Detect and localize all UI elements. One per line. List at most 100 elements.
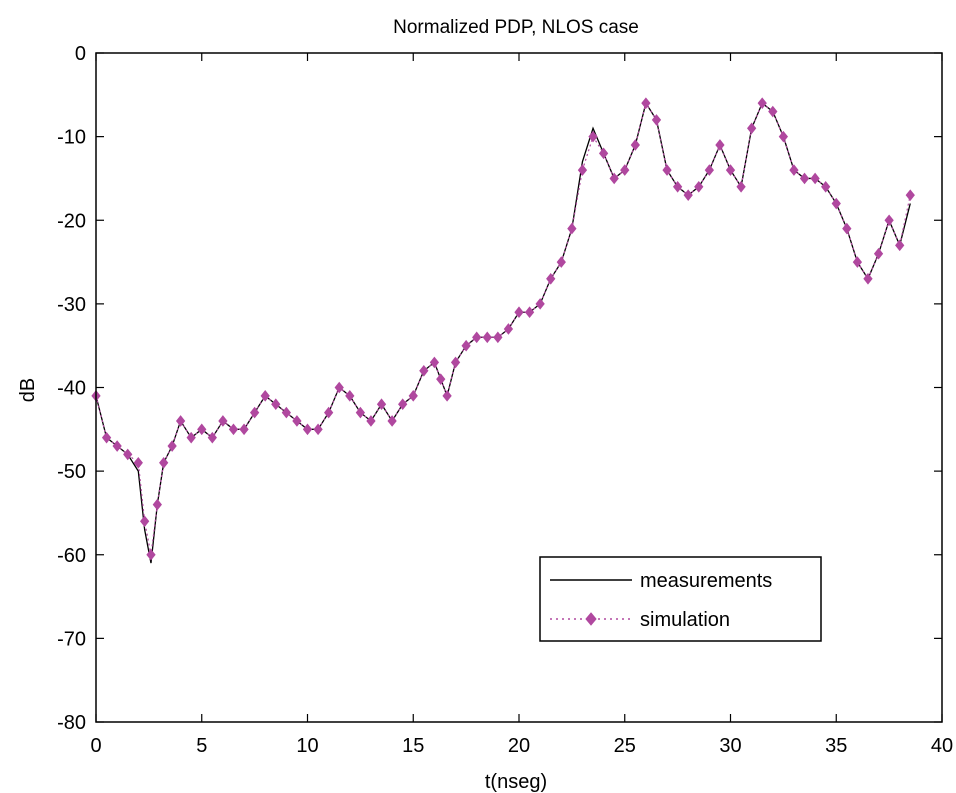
simulation-point: [387, 415, 397, 427]
y-tick-label: -70: [57, 628, 86, 650]
simulation-point: [249, 406, 260, 419]
simulation-point: [472, 331, 482, 344]
simulation-point: [281, 406, 291, 419]
simulation-point: [609, 172, 619, 185]
y-axis-label: dB: [17, 378, 39, 402]
simulation-point: [398, 398, 408, 411]
simulation-point: [567, 222, 577, 235]
simulation-point: [546, 272, 556, 285]
y-tick-label: -20: [57, 210, 86, 232]
simulation-point: [725, 164, 736, 176]
simulation-point: [152, 498, 162, 511]
x-tick-label: 15: [402, 735, 424, 757]
simulation-point: [662, 164, 672, 176]
chart-title: Normalized PDP, NLOS case: [393, 17, 639, 38]
simulation-point: [704, 164, 714, 176]
y-tick-label: -60: [57, 545, 86, 567]
simulation-point: [366, 415, 376, 427]
simulation-point: [450, 356, 461, 369]
simulation-point: [101, 431, 112, 444]
simulation-point: [598, 147, 609, 160]
y-tick-label: 0: [75, 43, 86, 65]
simulation-point: [292, 415, 302, 427]
x-tick-label: 10: [296, 735, 318, 757]
simulation-point: [821, 180, 831, 193]
simulation-point: [895, 239, 905, 252]
y-tick-label: -10: [57, 127, 86, 149]
simulation-point: [884, 214, 894, 227]
simulation-point: [672, 180, 683, 193]
simulation-point: [715, 139, 725, 151]
legend-measurements-label: measurements: [640, 570, 772, 592]
x-tick-label: 30: [719, 735, 741, 757]
simulation-point: [736, 180, 746, 193]
legend: measurements simulation: [539, 556, 822, 642]
simulation-point: [799, 172, 810, 185]
simulation-point: [757, 97, 767, 109]
x-tick-label: 40: [931, 735, 953, 757]
simulation-point: [620, 164, 630, 176]
simulation-point: [302, 423, 313, 436]
simulation-point: [239, 423, 249, 436]
simulation-point: [503, 323, 514, 335]
simulation-point: [376, 398, 387, 411]
simulation-point: [831, 197, 841, 210]
simulation-point: [588, 130, 598, 143]
simulation-point: [442, 390, 452, 402]
simulation-point: [747, 122, 757, 135]
simulation-point: [577, 164, 588, 176]
simulation-point: [905, 189, 915, 201]
legend-simulation-marker: [585, 612, 597, 626]
legend-box: [539, 556, 822, 642]
simulation-point: [334, 381, 344, 394]
plot-layer: [91, 97, 915, 564]
simulation-point: [112, 440, 122, 452]
simulation-point: [482, 331, 492, 344]
x-tick-label: 0: [90, 735, 101, 757]
simulation-point: [535, 298, 545, 310]
y-tick-label: -50: [57, 461, 86, 483]
y-tick-label: -80: [57, 712, 86, 734]
simulation-point: [133, 456, 143, 469]
simulation-point: [789, 164, 799, 176]
simulation-point: [313, 423, 323, 436]
simulation-point: [186, 431, 196, 444]
simulation-point: [493, 331, 503, 344]
simulation-point: [355, 406, 366, 419]
simulation-point: [683, 189, 693, 201]
simulation-point: [436, 373, 446, 385]
simulation-point: [863, 272, 873, 285]
simulation-point: [197, 423, 207, 436]
simulation-point: [419, 364, 429, 377]
simulation-point: [140, 515, 150, 528]
simulation-point: [651, 114, 662, 126]
simulation-point: [228, 423, 239, 436]
x-tick-label: 35: [825, 735, 847, 757]
simulation-point: [218, 415, 228, 427]
simulation-point: [324, 406, 334, 419]
simulation-point: [175, 415, 186, 427]
axes-layer: 0 5 10 15 20 25 30 35 40 0 -10 -20 -30 -40 -50 -60 -70 -8…: [57, 43, 953, 757]
simulation-point: [207, 431, 217, 444]
simulation-point: [159, 456, 169, 469]
simulation-point: [852, 256, 863, 268]
x-tick-label: 5: [196, 735, 207, 757]
simulation-point: [271, 398, 281, 411]
simulation-point: [778, 130, 789, 143]
x-axis-label: t(nseg): [485, 771, 547, 793]
simulation-point: [429, 356, 440, 369]
simulation-point: [768, 105, 778, 118]
simulation-point: [641, 97, 651, 109]
simulation-point: [694, 180, 704, 193]
x-tick-label: 20: [508, 735, 530, 757]
simulation-point: [630, 139, 640, 151]
simulation-point: [408, 390, 418, 402]
y-tick-label: -30: [57, 294, 86, 316]
simulation-point: [461, 339, 471, 352]
y-tick-label: -40: [57, 378, 86, 400]
simulation-point: [146, 548, 156, 561]
simulation-point: [810, 172, 820, 185]
x-tick-label: 25: [614, 735, 636, 757]
